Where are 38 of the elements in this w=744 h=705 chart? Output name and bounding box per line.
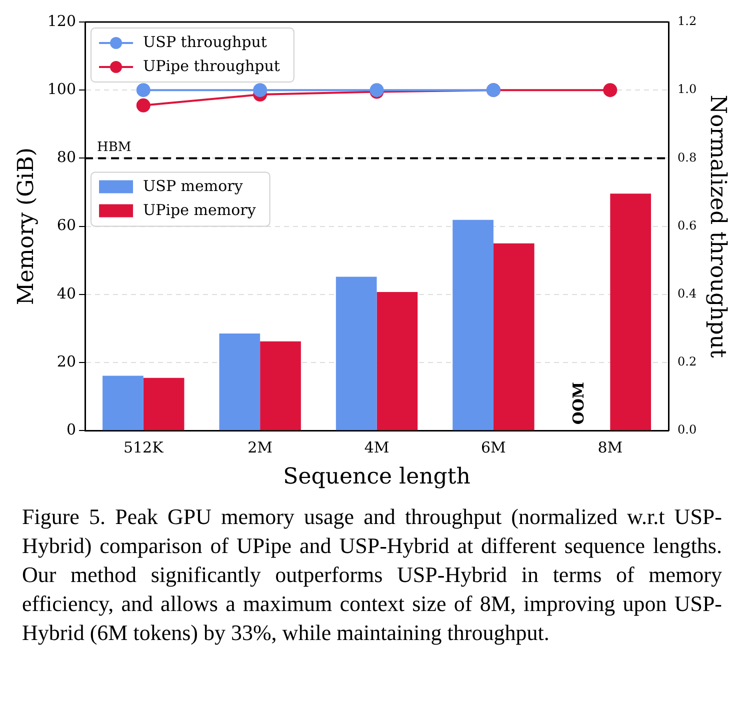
y-axis-title: Memory (GiB) [14, 148, 39, 306]
y-tick-label: 60 [56, 216, 76, 234]
y-tick-label: 120 [47, 12, 76, 30]
y-tick-label: 20 [56, 352, 76, 370]
y-tick-label: 100 [47, 80, 76, 98]
y-tick-label: 80 [56, 148, 76, 166]
y2-tick-label: 0.8 [678, 150, 697, 164]
x-axis-title: Sequence length [283, 464, 470, 490]
y2-tick-label: 0.6 [678, 218, 697, 232]
x-tick-label: 512K [123, 438, 164, 456]
y2-tick-label: 0.4 [678, 286, 697, 301]
x-tick-label: 2M [248, 438, 273, 456]
bar [336, 276, 377, 430]
bar [493, 243, 534, 430]
y2-tick-label: 0.2 [678, 354, 697, 369]
y2-tick-label: 0.0 [678, 422, 697, 437]
y-tick-label: 40 [56, 284, 76, 302]
y2-tick-label: 1.0 [678, 82, 697, 96]
caption: Figure 5. Peak GPU memory usage and throughput (normalized w.r.t USP-Hybrid) comparison of UPipe and USP-Hybrid at different sequence lengths. Our method significantly outperforms USP-Hybrid in terms of memory efficiency, and allows a maximum context size of 8M, improving upon USP-Hybrid (6M tokens) by 33%, while maintaining throughput. [22, 503, 722, 647]
x-tick-label: 4M [364, 438, 390, 456]
legend-label: USP memory [143, 177, 244, 196]
x-tick-label: 8M [598, 438, 623, 456]
bar [143, 378, 184, 430]
bar [260, 341, 301, 430]
legend-label: USP throughput [143, 32, 267, 51]
legend-label: UPipe throughput [143, 56, 280, 75]
bar [219, 334, 260, 430]
legend-label: UPipe memory [143, 201, 256, 220]
bar [452, 220, 494, 430]
y2-tick-label: 1.2 [678, 14, 697, 28]
ref-line-label: HBM [97, 140, 132, 156]
y-tick-label: 0 [66, 420, 76, 438]
x-tick-label: 6M [481, 438, 506, 456]
bar [102, 376, 144, 430]
bar [376, 292, 418, 430]
y2-axis-title: Normalized throughput [705, 94, 730, 358]
annotation: OOM [569, 382, 588, 425]
bar [610, 194, 652, 430]
